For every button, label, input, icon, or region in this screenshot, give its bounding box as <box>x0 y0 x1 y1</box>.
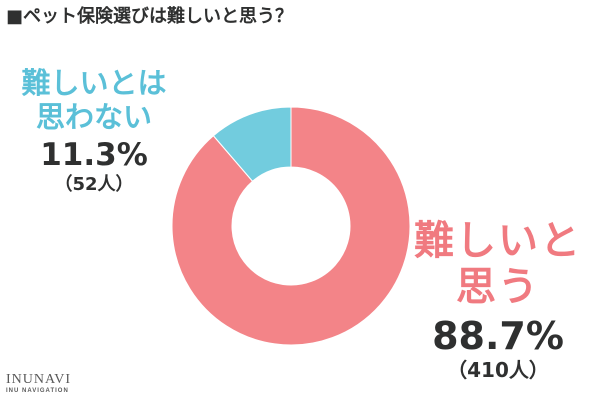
logo-subtitle: INU NAVIGATION <box>6 388 69 394</box>
slice-percent-label: 88.7% <box>432 314 564 358</box>
brand-logo: INUNAVI INU NAVIGATION <box>6 372 71 395</box>
logo-name: INUNAVI <box>6 372 72 387</box>
slice-label-line: 思わない <box>35 100 152 134</box>
slice-percent-label: 11.3% <box>40 137 148 173</box>
chart-title: ■ペット保険選びは難しいと思う？ <box>6 6 294 27</box>
slice-count-label: （410人） <box>447 358 549 382</box>
slice-difficult <box>171 106 411 346</box>
slice-not-difficult <box>212 106 292 182</box>
slice-label-difficult: 難しいと 思う 88.7% （410人） <box>410 218 586 382</box>
slice-label-line: 難しいと <box>414 218 582 264</box>
slice-label-line: 難しいとは <box>21 66 167 100</box>
slice-count-label: （52人） <box>54 174 134 195</box>
slice-label-not-difficult: 難しいとは 思わない 11.3% （52人） <box>14 66 174 196</box>
slice-label-line: 思う <box>456 264 540 310</box>
